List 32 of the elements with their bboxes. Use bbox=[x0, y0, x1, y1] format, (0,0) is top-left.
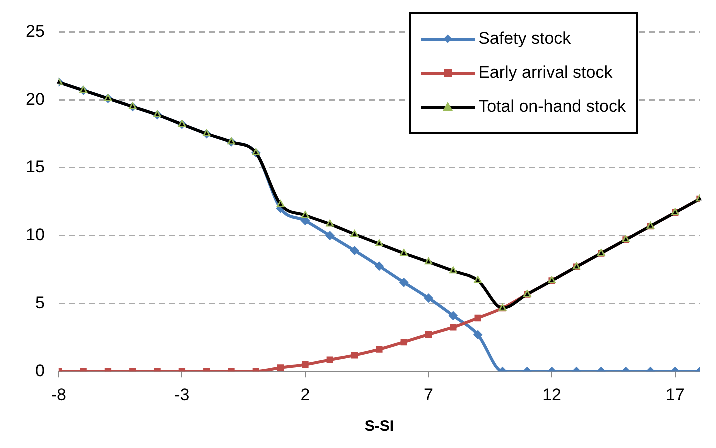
x-tick-label: 2 bbox=[300, 385, 310, 404]
point bbox=[474, 314, 482, 322]
point bbox=[277, 364, 284, 372]
point bbox=[424, 294, 434, 303]
y-tick-label: 25 bbox=[26, 22, 45, 41]
x-tick-label: 7 bbox=[424, 385, 434, 404]
point bbox=[374, 262, 384, 271]
x-tick-label: -3 bbox=[174, 385, 190, 404]
legend-label: Total on-hand stock bbox=[478, 96, 626, 118]
point bbox=[425, 331, 432, 338]
y-tick-label: 5 bbox=[35, 293, 45, 312]
x-tick-label: -8 bbox=[51, 385, 66, 404]
x-tick-label: 17 bbox=[666, 385, 685, 404]
point bbox=[400, 338, 408, 346]
point bbox=[448, 311, 458, 320]
x-axis-title: S-SI bbox=[364, 418, 394, 436]
point bbox=[474, 330, 483, 340]
point bbox=[450, 324, 457, 331]
point bbox=[326, 356, 334, 364]
point bbox=[400, 278, 409, 288]
y-tick-label: 20 bbox=[26, 90, 45, 109]
point bbox=[326, 231, 335, 240]
legend-label: Early arrival stock bbox=[478, 62, 613, 84]
legend-label: Safety stock bbox=[478, 28, 572, 50]
point bbox=[376, 346, 383, 353]
x-tick-label: 12 bbox=[542, 385, 562, 404]
point bbox=[351, 352, 358, 359]
point bbox=[302, 361, 309, 368]
point bbox=[350, 246, 360, 256]
y-tick-label: 10 bbox=[26, 226, 45, 245]
y-tick-label: 15 bbox=[26, 158, 45, 177]
y-tick-label: 0 bbox=[35, 361, 45, 380]
